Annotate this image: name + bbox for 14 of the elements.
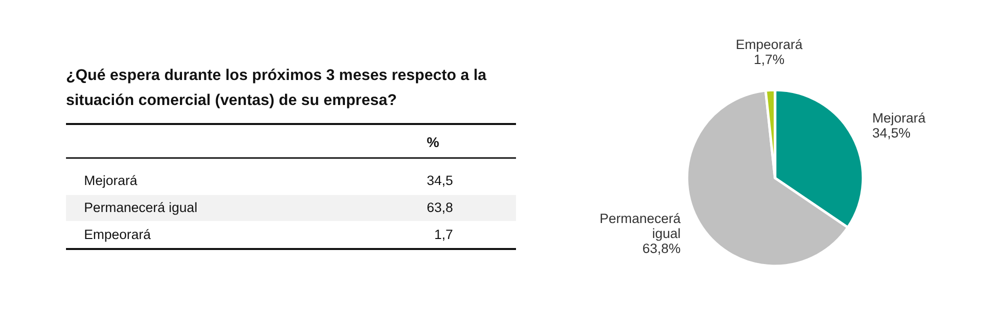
text: 34,5 bbox=[426, 173, 453, 188]
category-label: Permanecerá igual bbox=[84, 200, 198, 215]
text: 1,7 bbox=[434, 227, 453, 242]
category-label: Empeorará bbox=[84, 227, 151, 242]
slice-label: Permanecerá igual bbox=[600, 211, 682, 242]
data-label: 34,5% bbox=[872, 126, 910, 141]
text: 63,8 bbox=[426, 200, 453, 215]
data-label: 63,8% bbox=[642, 241, 681, 256]
category-label: Mejorará bbox=[84, 173, 138, 188]
text: ¿Qué espera durante los próximos 3 meses respecto a la situación comercial (ventas) de su empresa? bbox=[66, 67, 487, 109]
slice-label: Empeorará bbox=[736, 37, 804, 52]
data-label: 1,7% bbox=[754, 52, 785, 68]
text: % bbox=[426, 134, 440, 150]
slice-label: Mejorará bbox=[872, 110, 926, 126]
